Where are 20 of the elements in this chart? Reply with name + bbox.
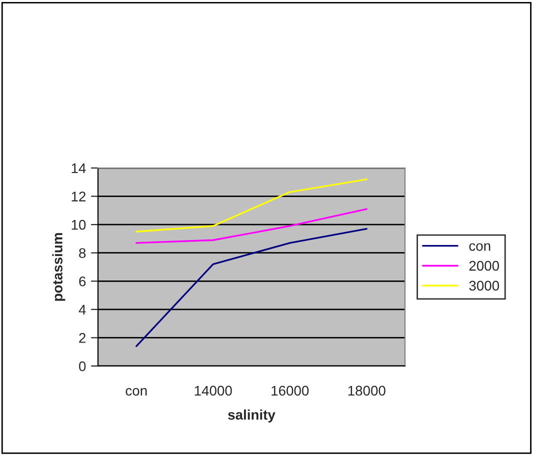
x-tick-label: con [126,388,147,396]
line-series [136,178,368,232]
line-series [136,228,368,348]
y-tick-label: 12 [72,192,86,202]
legend-label: 2000 [469,260,500,271]
legend-label: 3000 [469,280,500,291]
y-tick-label: 6 [79,276,86,286]
x-tick-label: 14000 [194,386,232,396]
y-tick-label: 14 [72,163,86,174]
y-tick-label: 2 [79,333,86,343]
legend-label: con [469,243,490,251]
y-tick-label: 0 [79,361,86,372]
x-tick-label: 18000 [348,386,386,396]
x-tick-label: 16000 [272,386,309,396]
line-series [136,208,368,244]
y-axis-title: potassium [52,233,66,301]
y-tick-label: 8 [79,248,86,258]
x-axis-title: salinity [228,410,276,422]
y-tick-label: 10 [72,220,86,230]
y-tick-label: 4 [78,304,86,314]
